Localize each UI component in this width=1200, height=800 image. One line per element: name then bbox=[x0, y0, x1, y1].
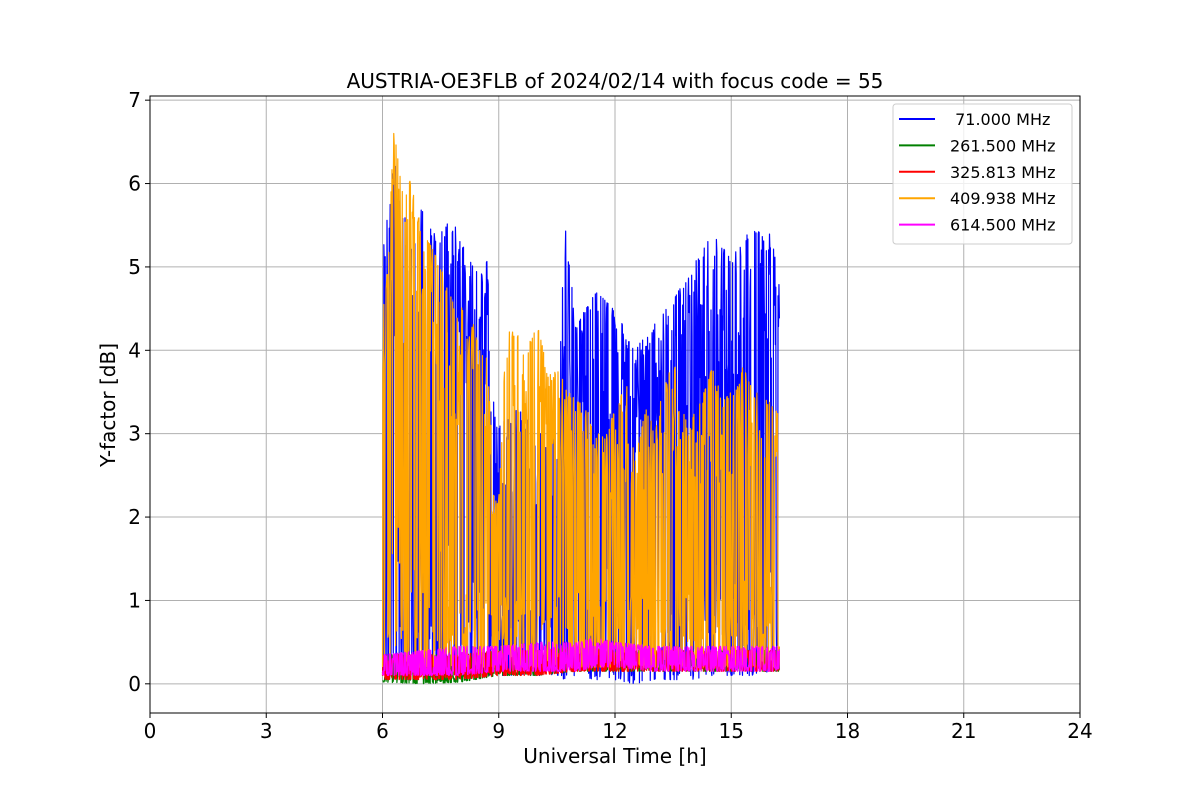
y-axis-label: Y-factor [dB] bbox=[96, 343, 120, 468]
x-tick-label: 6 bbox=[376, 719, 389, 743]
series-line bbox=[381, 638, 780, 677]
x-tick-label: 15 bbox=[719, 719, 744, 743]
legend-label: 325.813 MHz bbox=[950, 163, 1055, 182]
legend-label: 261.500 MHz bbox=[950, 136, 1055, 155]
series-layer bbox=[381, 132, 780, 685]
x-tick-label: 21 bbox=[951, 719, 976, 743]
legend-label: 614.500 MHz bbox=[950, 216, 1055, 235]
y-tick-label: 3 bbox=[128, 422, 141, 446]
x-tick-label: 12 bbox=[602, 719, 627, 743]
legend-label: 409.938 MHz bbox=[950, 189, 1055, 208]
x-tick-label: 0 bbox=[144, 719, 157, 743]
y-tick-label: 6 bbox=[128, 172, 141, 196]
y-tick-label: 1 bbox=[128, 588, 141, 612]
x-tick-label: 24 bbox=[1067, 719, 1092, 743]
legend: 71.000 MHz 261.500 MHz 325.813 MHz 409.938 … bbox=[892, 103, 1073, 245]
chart-title: AUSTRIA-OE3FLB of 2024/02/14 with focus … bbox=[347, 69, 884, 93]
y-tick-label: 4 bbox=[128, 338, 141, 362]
x-axis-label: Universal Time [h] bbox=[523, 744, 706, 768]
x-tick-label: 9 bbox=[492, 719, 505, 743]
x-tick-label: 18 bbox=[835, 719, 860, 743]
y-tick-label: 7 bbox=[128, 88, 141, 112]
y-tick-label: 2 bbox=[128, 505, 141, 529]
legend-box bbox=[892, 103, 1073, 245]
y-tick-label: 5 bbox=[128, 255, 141, 279]
y-tick-label: 0 bbox=[128, 672, 141, 696]
x-tick-label: 3 bbox=[260, 719, 273, 743]
legend-label: 71.000 MHz bbox=[950, 110, 1050, 129]
